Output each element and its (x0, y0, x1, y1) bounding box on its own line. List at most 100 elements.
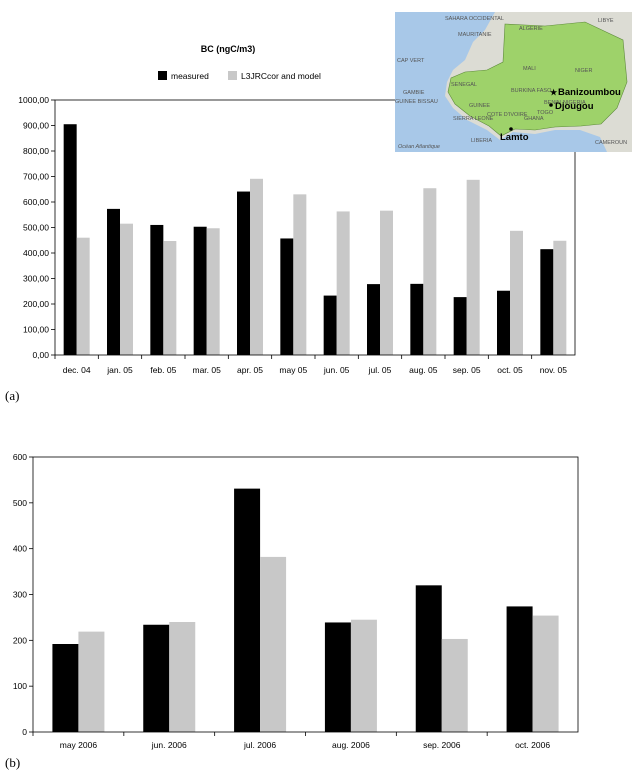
bar-model (350, 619, 377, 732)
bar-model (206, 228, 220, 355)
y-axis: 0 100 200 300 400 500 600 (13, 452, 33, 737)
y-tick-label: 700,00 (23, 172, 49, 182)
map-region (447, 21, 628, 137)
bar-measured (107, 208, 120, 355)
bars (63, 124, 567, 355)
bar-model (466, 179, 480, 355)
x-tick-label: may 05 (279, 365, 307, 375)
bar-measured (453, 297, 467, 355)
west-africa-map: SAHARA OCCIDENTAL MAURITANIE ALGERIE LIB… (395, 12, 632, 152)
map-ocean-label: Océan Atlantique (398, 144, 440, 150)
bar-model (76, 237, 90, 355)
bar-model (293, 194, 307, 355)
map-label: MAURITANIE (458, 32, 492, 38)
y-tick-label: 500,00 (23, 223, 49, 233)
y-tick-label: 100 (13, 681, 27, 691)
bar-measured (143, 624, 170, 732)
bar-measured (150, 224, 164, 355)
bar-model (441, 638, 468, 732)
x-tick-label: sep. 2006 (423, 740, 461, 750)
x-tick-label: oct. 2006 (515, 740, 550, 750)
y-tick-label: 100,00 (23, 325, 49, 335)
bar-measured (323, 295, 337, 355)
chart-title: BC (ngC/m3) (201, 44, 256, 54)
y-tick-label: 600,00 (23, 197, 49, 207)
bar-model (120, 223, 133, 355)
map-label: ALGERIE (519, 26, 543, 32)
y-tick-label: 200,00 (23, 299, 49, 309)
bars (52, 488, 559, 732)
bar-measured (324, 622, 351, 732)
y-tick-label: 0 (22, 727, 27, 737)
bar-measured (497, 290, 510, 355)
site-marker-icon: ★ (550, 88, 558, 97)
bar-model (250, 178, 263, 355)
map-label: GHANA (524, 116, 544, 122)
chart-bc-2006: 0 100 200 300 400 500 600 may 2006 jun. 2006 jul… (13, 452, 579, 750)
bar-model (260, 556, 287, 732)
x-tick-label: jul. 05 (368, 365, 392, 375)
x-tick-label: aug. 2006 (332, 740, 370, 750)
bar-model (532, 615, 559, 732)
y-tick-label: 800,00 (23, 146, 49, 156)
y-axis: 0,00 100,00 200,00 300,00 400,00 500,00 600,00… (18, 95, 55, 360)
map-labels: SAHARA OCCIDENTAL MAURITANIE ALGERIE LIB… (395, 16, 627, 150)
map-label: COTE D'IVOIRE (487, 112, 528, 118)
x-tick-label: feb. 05 (150, 365, 176, 375)
map-label: CAMEROUN (595, 140, 627, 146)
site-label-lamto: Lamto (500, 132, 529, 143)
bar-measured (63, 124, 77, 355)
bar-measured (415, 585, 442, 732)
chart-bc-2004-2005: BC (ngC/m3) measured L3JRCcor and model … (18, 44, 576, 375)
bar-measured (410, 283, 424, 355)
y-tick-label: 400,00 (23, 248, 49, 258)
plot-frame (54, 99, 576, 356)
x-tick-label: jul. 2006 (243, 740, 276, 750)
bar-measured (367, 284, 380, 355)
x-tick-label: sep. 05 (453, 365, 481, 375)
plot-frame (32, 456, 579, 733)
map-label: GAMBIE (403, 90, 425, 96)
map-label: NIGERIA (563, 100, 586, 106)
y-tick-label: 300,00 (23, 274, 49, 284)
x-axis: dec. 04 jan. 05 feb. 05 mar. 05 apr. 05 may 0… (54, 355, 568, 375)
bar-model (553, 240, 567, 355)
y-tick-label: 0,00 (32, 350, 49, 360)
bar-measured (280, 238, 294, 355)
map-label: GUINEE BISSAU (395, 99, 438, 105)
map-label: TOGO (537, 110, 554, 116)
legend-label-model: L3JRCcor and model (241, 71, 321, 81)
x-tick-label: apr. 05 (237, 365, 263, 375)
x-tick-label: nov. 05 (540, 365, 568, 375)
bar-model (163, 241, 177, 355)
site-marker-icon (549, 103, 553, 107)
map-label: NIGER (575, 68, 592, 74)
map-label: CAP VERT (397, 58, 425, 64)
x-tick-label: may 2006 (60, 740, 98, 750)
map-label: SENEGAL (451, 82, 477, 88)
map-sites: ★ Banizoumbou Djougou Lamto (500, 87, 621, 143)
panel-label-a: (a) (5, 388, 20, 403)
bar-model (336, 211, 350, 355)
y-tick-label: 400 (13, 544, 27, 554)
x-tick-label: aug. 05 (409, 365, 438, 375)
y-tick-label: 900,00 (23, 121, 49, 131)
bar-measured (52, 644, 79, 732)
map-label: MALI (523, 66, 536, 72)
bar-measured (540, 249, 554, 355)
map-label: SIERRA LEONE (453, 116, 494, 122)
site-label-djougou: Djougou (555, 101, 594, 112)
legend-swatch-model (228, 71, 237, 80)
site-label-banizoumbou: Banizoumbou (558, 87, 621, 98)
legend-label-measured: measured (171, 71, 209, 81)
map-label: SAHARA OCCIDENTAL (445, 16, 504, 22)
bar-model (510, 230, 523, 355)
bar-measured (237, 191, 250, 355)
y-tick-label: 600 (13, 452, 27, 462)
x-tick-label: jun. 2006 (151, 740, 187, 750)
bar-measured (234, 488, 261, 732)
x-tick-label: jan. 05 (106, 365, 133, 375)
x-tick-label: oct. 05 (497, 365, 523, 375)
map-label: LIBERIA (471, 138, 492, 144)
x-tick-label: mar. 05 (192, 365, 221, 375)
